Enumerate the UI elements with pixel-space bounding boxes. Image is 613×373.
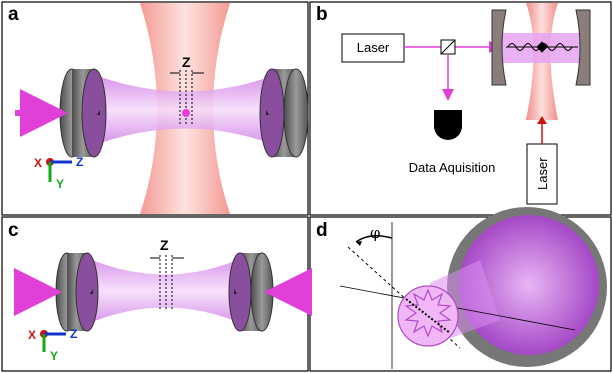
axis-y-label: Y <box>56 177 64 191</box>
left-mirror-c <box>55 252 99 332</box>
z-label: Z <box>182 54 191 70</box>
axis-z-label: Z <box>76 155 83 169</box>
detector <box>434 110 462 140</box>
axis-y-label-c: Y <box>50 349 58 363</box>
panel-a-letter: a <box>8 4 19 25</box>
axes-triad-c: X Z Y <box>28 327 77 363</box>
laser-box-top <box>341 33 405 63</box>
data-aquisition-label: Data Aquisition <box>409 160 496 175</box>
angle-line-d <box>347 246 461 349</box>
cavity-mode-c <box>85 257 245 325</box>
panel-b-letter: b <box>316 4 328 25</box>
z-label-c: Z <box>160 237 169 253</box>
panel-c-letter: c <box>8 220 19 241</box>
axis-x-label: X <box>34 156 42 170</box>
particle <box>182 109 190 117</box>
particle-rotor-d <box>397 285 459 347</box>
laser-box-bottom <box>526 143 558 205</box>
mirror-right-b <box>575 9 591 86</box>
angle-arc-d <box>355 235 393 243</box>
left-mirror <box>59 68 107 158</box>
laser-top-label: Laser <box>357 40 390 55</box>
axis-z-label-c: Z <box>70 327 77 341</box>
panel-c: c Z X Z Y <box>8 220 312 363</box>
axes-triad-a: X Z Y <box>34 155 83 191</box>
laser-bottom-label: Laser <box>535 157 550 190</box>
panel-d-letter: d <box>316 220 328 241</box>
phi-label: φ <box>370 224 381 242</box>
right-mirror <box>259 68 309 158</box>
right-mirror-c <box>228 252 274 332</box>
particle-b <box>536 41 548 53</box>
panel-b-frame <box>309 1 612 216</box>
panel-a: a Z X <box>8 3 309 214</box>
panel-b: b Laser Data Aquisition Laser <box>316 3 591 205</box>
mirror-left-b <box>491 9 507 86</box>
axis-x-label-c: X <box>28 328 36 342</box>
panel-d: d φ <box>316 207 607 369</box>
